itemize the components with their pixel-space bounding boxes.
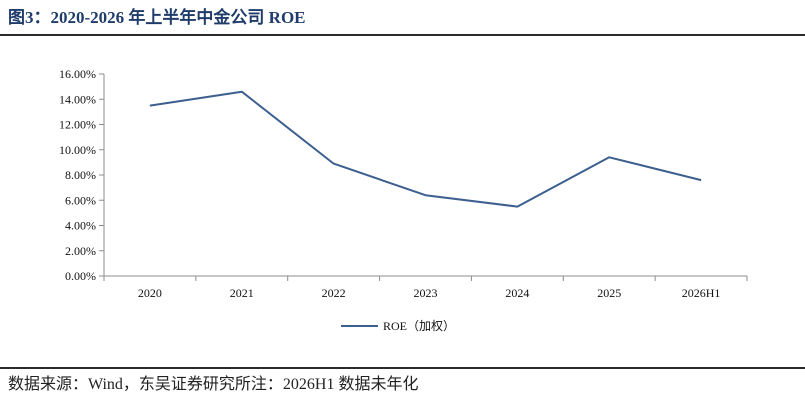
figure-title: 图3：2020-2026 年上半年中金公司 ROE [8, 8, 306, 27]
y-tick-label: 10.00% [59, 143, 96, 157]
source-rule [0, 367, 805, 369]
y-tick-label: 6.00% [65, 193, 96, 207]
y-tick-label: 4.00% [65, 219, 96, 233]
x-tick-label: 2020 [138, 286, 162, 300]
x-axis: 2020 2021 2022 2023 2024 2025 2026H1 [103, 275, 748, 300]
y-axis: 0.00% 2.00% 4.00% 6.00% 8.00% 10.00% 12.00% 14.… [59, 67, 105, 283]
x-tick-label: 2024 [505, 286, 529, 300]
x-tick-label: 2026H1 [682, 286, 721, 300]
legend: ROE（加权） [341, 319, 455, 333]
title-rule [0, 34, 805, 36]
y-tick-label: 2.00% [65, 244, 96, 258]
y-tick-label: 8.00% [65, 168, 96, 182]
roe-line-chart: 0.00% 2.00% 4.00% 6.00% 8.00% 10.00% 12.00% 14.… [59, 67, 748, 333]
source-note: 数据来源：Wind，东吴证券研究所注：2026H1 数据未年化 [8, 376, 419, 393]
y-tick-label: 12.00% [59, 118, 96, 132]
x-tick-label: 2023 [414, 286, 438, 300]
y-tick-label: 16.00% [59, 67, 96, 81]
legend-label: ROE（加权） [383, 319, 455, 333]
x-tick-label: 2025 [597, 286, 621, 300]
series-line [149, 90, 702, 208]
y-tick-label: 0.00% [65, 269, 96, 283]
x-tick-label: 2021 [230, 286, 254, 300]
x-tick-label: 2022 [322, 286, 346, 300]
series-layer [149, 90, 702, 208]
y-tick-label: 14.00% [59, 92, 96, 106]
